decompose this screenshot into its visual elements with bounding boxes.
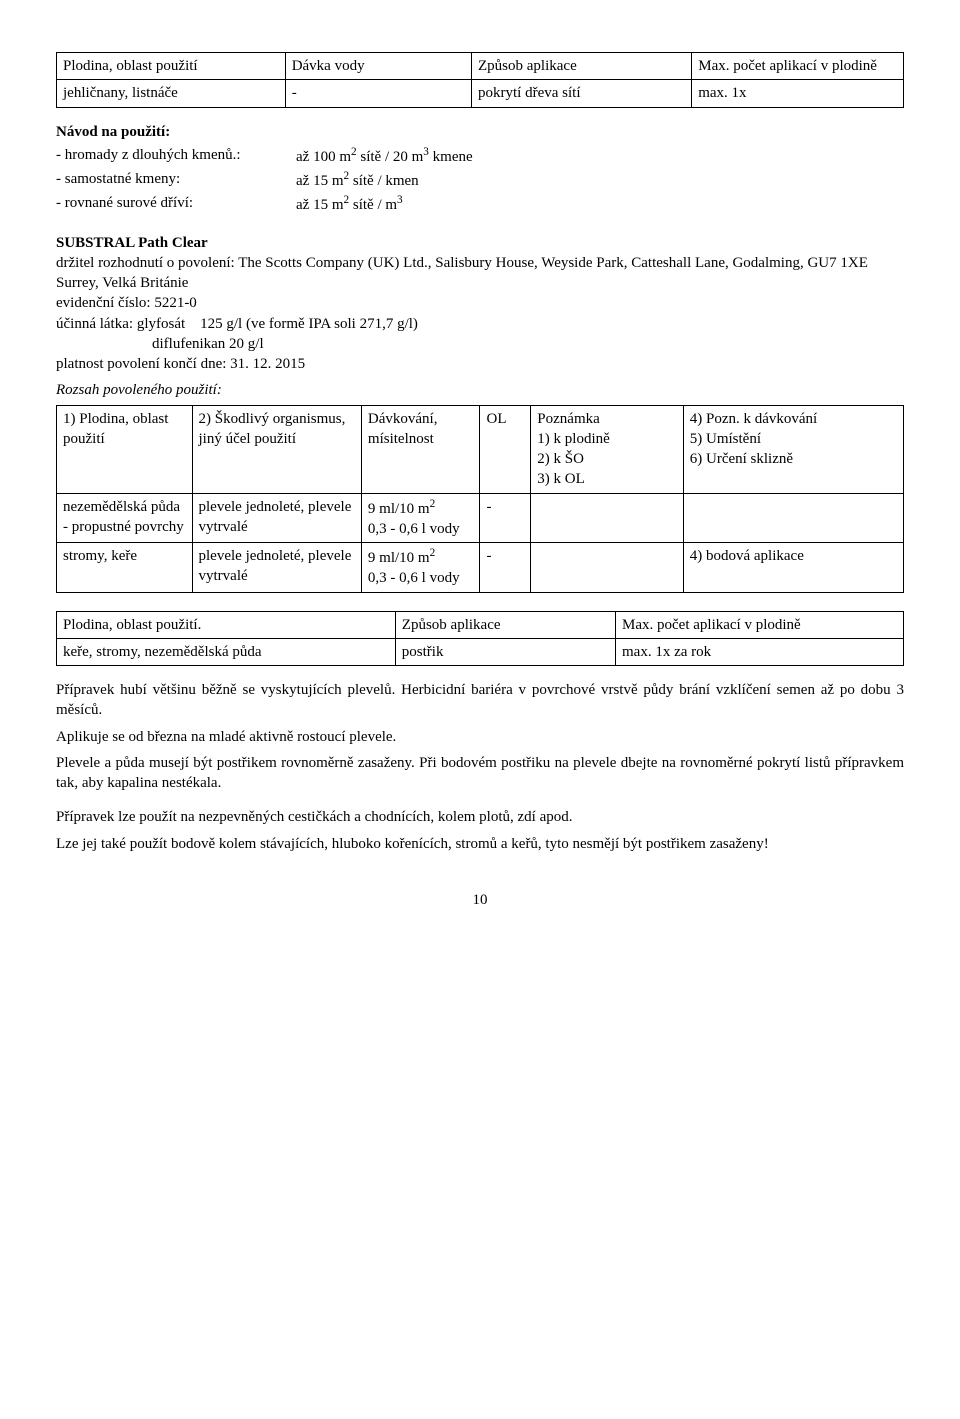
page-number: 10 [56, 890, 904, 910]
cell: Max. počet aplikací v plodině [692, 53, 904, 80]
paragraph: Aplikuje se od března na mladé aktivně r… [56, 727, 904, 747]
cell: stromy, keře [57, 543, 193, 593]
table-row: keře, stromy, nezemědělská půda postřik … [57, 638, 904, 665]
cell [683, 493, 903, 543]
cell: 9 ml/10 m2 0,3 - 0,6 l vody [361, 543, 480, 593]
cell: Plodina, oblast použití [57, 53, 286, 80]
table-row: Plodina, oblast použití. Způsob aplikace… [57, 611, 904, 638]
cell: pokrytí dřeva sítí [472, 80, 692, 107]
active-line2: diflufenikan 20 g/l [56, 334, 904, 354]
cell: Plodina, oblast použití. [57, 611, 396, 638]
valid-line: platnost povolení končí dne: 31. 12. 201… [56, 354, 904, 374]
table-row: Plodina, oblast použití Dávka vody Způso… [57, 53, 904, 80]
cell: jehličnany, listnáče [57, 80, 286, 107]
cell: 2) Škodlivý organismus, jiný účel použit… [192, 405, 361, 493]
cell: - [480, 543, 531, 593]
cell: plevele jednoleté, plevele vytrvalé [192, 543, 361, 593]
table-row: stromy, keře plevele jednoleté, plevele … [57, 543, 904, 593]
table-app-method: Plodina, oblast použití. Způsob aplikace… [56, 611, 904, 667]
cell: Dávka vody [285, 53, 471, 80]
cell: OL [480, 405, 531, 493]
cell: - [285, 80, 471, 107]
cell: max. 1x [692, 80, 904, 107]
evid-line: evidenční číslo: 5221-0 [56, 293, 904, 313]
usage-list: - hromady z dlouhých kmenů.: až 100 m2 s… [56, 144, 473, 217]
table-row: 1) Plodina, oblast použití 2) Škodlivý o… [57, 405, 904, 493]
cell [531, 543, 683, 593]
table-row: jehličnany, listnáče - pokrytí dřeva sít… [57, 80, 904, 107]
usage-item-label: - samostatné kmeny: [56, 168, 296, 192]
cell: 4) Pozn. k dávkování 5) Umístění 6) Urče… [683, 405, 903, 493]
cell: Max. počet aplikací v plodině [616, 611, 904, 638]
cell: keře, stromy, nezemědělská půda [57, 638, 396, 665]
product-name: SUBSTRAL Path Clear [56, 233, 904, 253]
paragraph: Přípravek hubí většinu běžně se vyskytuj… [56, 680, 904, 721]
table-app-conditions: Plodina, oblast použití Dávka vody Způso… [56, 52, 904, 108]
table-scope: 1) Plodina, oblast použití 2) Škodlivý o… [56, 405, 904, 593]
active-line1: účinná látka: glyfosát 125 g/l (ve formě… [56, 314, 904, 334]
cell: Způsob aplikace [395, 611, 615, 638]
paragraph: Lze jej také použít bodově kolem stávají… [56, 834, 904, 854]
usage-item-value: až 15 m2 sítě / m3 [296, 192, 473, 216]
usage-item-label: - rovnané surové dříví: [56, 192, 296, 216]
cell: Způsob aplikace [472, 53, 692, 80]
cell: postřik [395, 638, 615, 665]
usage-item-label: - hromady z dlouhých kmenů.: [56, 144, 296, 168]
cell: nezemědělská půda - propustné povrchy [57, 493, 193, 543]
cell [531, 493, 683, 543]
cell: Poznámka 1) k plodině 2) k ŠO 3) k OL [531, 405, 683, 493]
cell: max. 1x za rok [616, 638, 904, 665]
table-row: nezemědělská půda - propustné povrchy pl… [57, 493, 904, 543]
holder-line: držitel rozhodnutí o povolení: The Scott… [56, 253, 904, 294]
cell: 4) bodová aplikace [683, 543, 903, 593]
cell: 9 ml/10 m2 0,3 - 0,6 l vody [361, 493, 480, 543]
usage-item-value: až 15 m2 sítě / kmen [296, 168, 473, 192]
paragraph: Plevele a půda musejí být postřikem rovn… [56, 753, 904, 794]
usage-heading: Návod na použití: [56, 122, 904, 142]
paragraph: Přípravek lze použít na nezpevněných ces… [56, 807, 904, 827]
scope-heading: Rozsah povoleného použití: [56, 380, 904, 400]
cell: Dávkování, mísitelnost [361, 405, 480, 493]
cell: - [480, 493, 531, 543]
cell: 1) Plodina, oblast použití [57, 405, 193, 493]
usage-item-value: až 100 m2 sítě / 20 m3 kmene [296, 144, 473, 168]
cell: plevele jednoleté, plevele vytrvalé [192, 493, 361, 543]
